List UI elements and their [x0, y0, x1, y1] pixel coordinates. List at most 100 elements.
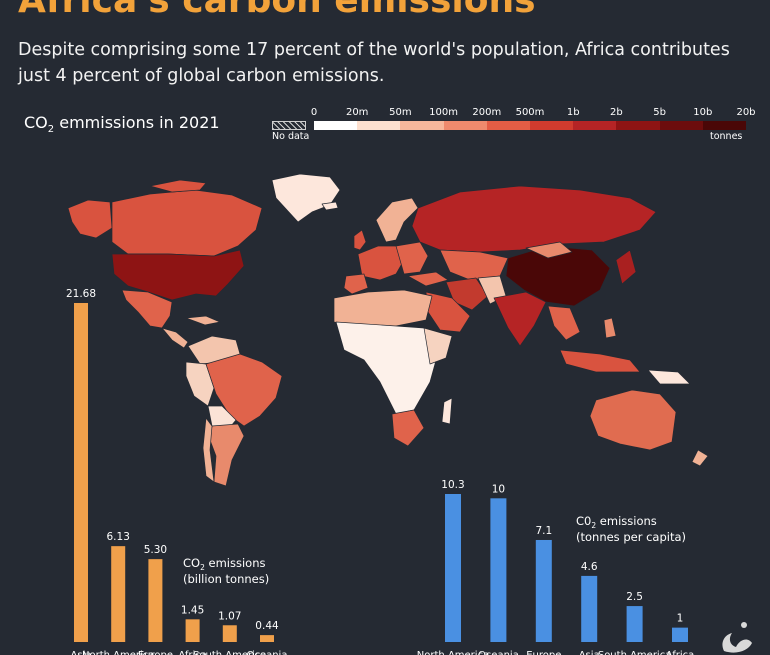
- map-title: CO2 emmissions in 2021: [24, 113, 220, 135]
- legend-swatch: [314, 121, 358, 130]
- bar: [74, 303, 88, 642]
- map-region-eastern-europe: [395, 241, 429, 275]
- page-title: Africa's carbon emissions: [18, 0, 536, 21]
- world-map: [67, 173, 709, 487]
- bar-category-label: Africa: [178, 650, 207, 655]
- bar-category-label: South America: [193, 650, 267, 655]
- bar: [111, 546, 126, 642]
- map-region-scandinavia: [375, 197, 419, 243]
- legend-tick-label: 500m: [515, 107, 545, 118]
- map-region-chile: [202, 417, 215, 483]
- bar: [445, 494, 461, 642]
- map-region-usa: [111, 249, 245, 301]
- map-region-east-africa: [423, 327, 453, 365]
- al-jazeera-logo: [722, 622, 752, 653]
- legend-tick-label: 10b: [693, 107, 713, 118]
- bar-value-label: 1: [677, 613, 684, 625]
- map-region-madagascar: [441, 397, 453, 425]
- bar-value-label: 1.45: [181, 604, 204, 616]
- map-region-china: [505, 245, 611, 307]
- bar-value-label: 21.68: [66, 288, 96, 300]
- bar-value-label: 2.5: [626, 591, 643, 603]
- legend-tick-label: 20m: [345, 107, 369, 118]
- legend-swatch: [357, 121, 401, 130]
- bar: [148, 559, 163, 642]
- legend-swatch: [486, 121, 531, 130]
- chart-title-unit: (billion tonnes): [183, 572, 269, 586]
- legend-tick-label: 2b: [610, 107, 623, 118]
- legend-no-data-swatch: [272, 121, 306, 130]
- bar-category-label: Europe: [526, 650, 561, 655]
- bar-category-label: South America: [598, 650, 672, 655]
- legend-tick-label: 100m: [429, 107, 458, 118]
- bar-category-label: Asia: [71, 650, 92, 655]
- bar-category-label: Africa: [666, 650, 695, 655]
- legend-swatch: [400, 121, 445, 130]
- bar: [490, 498, 507, 642]
- bar: [222, 625, 237, 642]
- legend-tick-label: 200m: [472, 107, 502, 118]
- map-region-southeast-asia: [547, 305, 581, 341]
- map-region-central-america: [161, 327, 189, 349]
- map-region-india: [493, 291, 547, 347]
- map-region-brazil: [205, 353, 283, 427]
- map-region-uk: [353, 229, 367, 251]
- chart-title-unit: (tonnes per capita): [576, 530, 686, 544]
- bar-category-label: North America: [417, 650, 489, 655]
- map-region-iberia: [343, 273, 369, 295]
- map-region-philippines: [603, 317, 617, 339]
- bar: [672, 627, 688, 642]
- bar-value-label: 5.30: [144, 544, 167, 556]
- bar-category-label: North America: [82, 650, 154, 655]
- page-subtitle: Despite comprising some 17 percent of th…: [18, 40, 730, 86]
- map-region-turkey: [407, 271, 449, 287]
- legend-no-data-label: No data: [272, 131, 310, 142]
- bar: [581, 575, 598, 642]
- map-region-australia: [589, 389, 677, 451]
- legend-tick-label: 20b: [736, 107, 756, 118]
- bar-value-label: 10: [492, 483, 505, 495]
- bar-value-label: 4.6: [581, 561, 598, 573]
- map-title-main: CO: [24, 113, 48, 132]
- map-region-russia: [411, 185, 657, 253]
- legend-tick-label: 1b: [566, 107, 580, 118]
- legend-swatch: [573, 121, 617, 130]
- map-region-greenland: [271, 173, 341, 223]
- bar-category-label: Europe: [138, 650, 173, 655]
- bar: [626, 606, 643, 642]
- legend-tick-label: 5b: [653, 107, 666, 118]
- bar-category-label: Oceania: [247, 650, 288, 655]
- bar: [185, 619, 200, 642]
- legend-swatch: [616, 121, 661, 130]
- map-region-new-zealand: [691, 449, 709, 467]
- legend-tick-label: 50m: [389, 107, 412, 118]
- bar-value-label: 1.07: [218, 610, 241, 622]
- map-region-southern-africa: [391, 409, 425, 447]
- legend-swatch: [702, 121, 747, 130]
- legend-tick-label: 0: [310, 107, 318, 118]
- legend-swatch: [530, 121, 574, 130]
- chart-title: C02 emissions: [576, 514, 657, 530]
- bar-category-label: Asia: [579, 650, 600, 655]
- bar-category-label: Oceania: [478, 650, 519, 655]
- bar: [535, 539, 552, 642]
- map-legend: No data 0 20m 50m 100m 200m 500m 1b 2b 5b 10b 20b to…: [272, 107, 756, 142]
- legend-unit-label: tonnes: [710, 131, 743, 142]
- map-region-alaska: [67, 199, 113, 239]
- chart-title: CO2 emissions: [183, 556, 266, 572]
- bar-value-label: 6.13: [107, 531, 130, 543]
- map-region-argentina: [209, 423, 245, 487]
- map-title-rest: emmissions in 2021: [54, 113, 220, 132]
- map-region-japan: [615, 249, 637, 285]
- map-region-canada-islands: [149, 179, 207, 193]
- map-region-caribbean: [185, 315, 221, 326]
- legend-swatch: [443, 121, 488, 130]
- bar-value-label: 0.44: [255, 620, 279, 632]
- bar-value-label: 7.1: [535, 525, 552, 537]
- bar: [260, 635, 274, 642]
- map-region-iceland: [321, 201, 339, 211]
- legend-swatch: [659, 121, 704, 130]
- bar-value-label: 10.3: [441, 479, 464, 491]
- map-title-subscript: 2: [47, 124, 55, 136]
